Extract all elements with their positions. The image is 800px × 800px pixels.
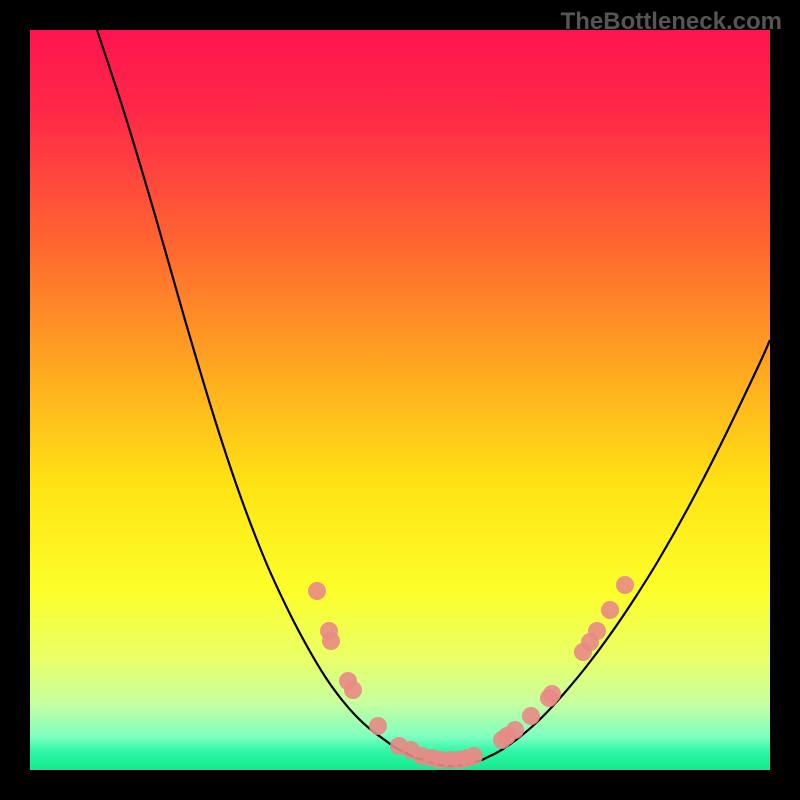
marker-point — [506, 721, 524, 739]
marker-point — [308, 582, 326, 600]
v-curve — [97, 30, 770, 766]
marker-point — [616, 576, 634, 594]
marker-point — [322, 632, 340, 650]
marker-point — [369, 717, 387, 735]
watermark-text: TheBottleneck.com — [561, 8, 782, 36]
chart-overlay — [0, 0, 800, 800]
marker-point — [588, 622, 606, 640]
marker-point — [522, 707, 540, 725]
marker-point — [465, 747, 483, 765]
marker-group — [308, 576, 634, 769]
marker-point — [344, 681, 362, 699]
marker-point — [543, 685, 561, 703]
marker-point — [601, 601, 619, 619]
